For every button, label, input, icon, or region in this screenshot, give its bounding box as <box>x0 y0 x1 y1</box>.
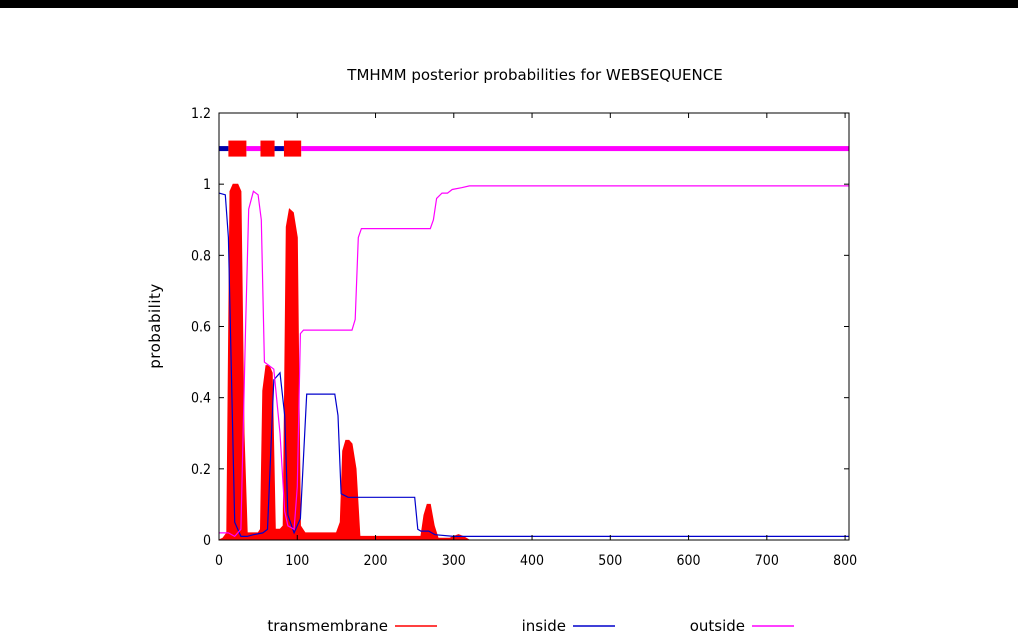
legend: transmembrane inside outside <box>267 617 794 635</box>
x-tick-label: 800 <box>833 553 857 569</box>
legend-label-inside: inside <box>522 617 566 635</box>
legend-label-outside: outside <box>690 617 745 635</box>
topology-segment-transmembrane <box>228 140 247 157</box>
series-transmembrane-area <box>218 183 849 541</box>
plot-frame <box>218 112 850 541</box>
x-tick-label: 200 <box>363 553 387 569</box>
y-axis-label: probability <box>146 283 164 369</box>
x-tick-label: 700 <box>755 553 779 569</box>
topology-segment-inside <box>274 146 284 152</box>
topology-segment-outside <box>246 146 261 152</box>
series-outside-line <box>219 185 849 538</box>
topology-segment-outside <box>301 146 849 152</box>
y-tick-label: 0 <box>203 533 211 549</box>
x-tick-label: 0 <box>215 553 223 569</box>
y-tick-label: 0.4 <box>191 391 211 407</box>
y-tick-label: 1.2 <box>191 106 211 122</box>
series-inside-line <box>218 192 849 537</box>
y-tick-label: 1 <box>203 177 211 193</box>
legend-label-transmembrane: transmembrane <box>267 617 388 635</box>
y-tick-label: 0.6 <box>191 320 211 336</box>
x-tick-label: 500 <box>598 553 622 569</box>
x-tick-label: 400 <box>520 553 544 569</box>
y-tick-label: 0.2 <box>191 462 211 478</box>
topology-segment-transmembrane <box>283 140 302 157</box>
axes: 0 0.2 0.4 0.6 0.8 1 1.2 0 100 200 300 400 500 600 700 8… <box>191 106 857 569</box>
plot-area <box>218 140 849 541</box>
y-tick-label: 0.8 <box>191 248 211 264</box>
x-tick-label: 300 <box>442 553 466 569</box>
x-tick-label: 600 <box>677 553 701 569</box>
chart-title: TMHMM posterior probabilities for WEBSEQ… <box>346 66 722 84</box>
x-tick-label: 100 <box>285 553 309 569</box>
top-border-bar <box>0 0 1018 8</box>
topology-segment-inside <box>219 146 229 152</box>
topology-segment-transmembrane <box>260 140 275 157</box>
